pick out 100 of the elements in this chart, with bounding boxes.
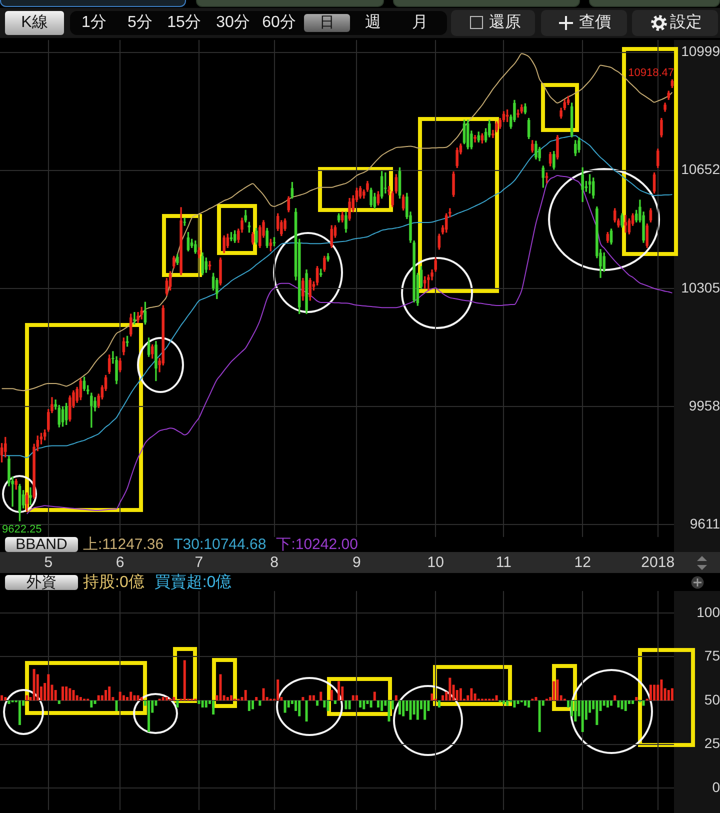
bar bbox=[316, 700, 319, 706]
bar bbox=[305, 700, 308, 722]
bar bbox=[359, 700, 362, 708]
bar bbox=[402, 700, 405, 716]
bar bbox=[176, 700, 179, 708]
y-tick-label: 0 bbox=[712, 778, 720, 795]
bar bbox=[495, 695, 498, 700]
bar bbox=[620, 700, 624, 710]
line-series bbox=[1, 135, 673, 458]
bar bbox=[398, 700, 401, 715]
bar bbox=[448, 678, 452, 700]
bar bbox=[212, 700, 215, 715]
bar bbox=[348, 700, 351, 710]
x-tick-label: 11 bbox=[496, 554, 512, 572]
bar bbox=[442, 695, 444, 700]
x-tick-label: 7 bbox=[194, 554, 204, 572]
x-tick-label: 2018 bbox=[641, 554, 675, 572]
button: 還原 bbox=[451, 10, 535, 36]
bar bbox=[506, 700, 509, 706]
bar bbox=[312, 695, 315, 700]
bar bbox=[614, 695, 616, 700]
bar bbox=[670, 688, 674, 700]
text: 下:10242.00 bbox=[276, 536, 358, 553]
bar bbox=[130, 692, 132, 700]
bar bbox=[610, 700, 613, 706]
bar bbox=[320, 692, 322, 700]
bar bbox=[226, 696, 229, 700]
button: BBAND bbox=[5, 537, 78, 552]
bar bbox=[108, 686, 111, 700]
bar bbox=[502, 700, 505, 704]
bar bbox=[230, 695, 232, 700]
bar bbox=[244, 690, 247, 700]
bar bbox=[32, 668, 36, 700]
y-tick-label: 25 bbox=[704, 735, 720, 752]
bar bbox=[133, 695, 136, 700]
bar bbox=[65, 686, 68, 700]
bar bbox=[330, 690, 333, 700]
bar bbox=[574, 700, 577, 722]
bar bbox=[18, 700, 21, 726]
bar bbox=[165, 696, 168, 700]
y-tick-label: 10999 bbox=[681, 43, 720, 60]
bar bbox=[276, 679, 280, 700]
bar bbox=[596, 700, 598, 726]
bar bbox=[632, 700, 634, 704]
bar bbox=[104, 690, 108, 700]
bar bbox=[255, 696, 258, 700]
bar bbox=[248, 700, 250, 712]
bar bbox=[298, 700, 301, 716]
annotation: 9622.25 bbox=[2, 523, 42, 536]
line-series bbox=[1, 53, 673, 392]
candlestick bbox=[474, 134, 476, 142]
bar bbox=[251, 700, 254, 710]
x-tick-label: 5 bbox=[44, 554, 53, 572]
bar bbox=[344, 700, 348, 710]
legend-label: 上:11247.36 bbox=[83, 536, 164, 553]
bar bbox=[61, 686, 64, 700]
bar bbox=[552, 681, 556, 700]
bar bbox=[172, 696, 176, 700]
bar bbox=[352, 695, 354, 700]
bar bbox=[58, 700, 60, 704]
bar bbox=[122, 695, 125, 700]
bar bbox=[653, 684, 656, 700]
bar bbox=[524, 700, 526, 706]
annotation: 持股:0億 bbox=[83, 574, 144, 591]
bar bbox=[115, 700, 118, 712]
bar bbox=[513, 700, 516, 708]
button: 設定 bbox=[632, 10, 718, 36]
bar bbox=[79, 696, 82, 700]
bar bbox=[667, 690, 670, 700]
bar bbox=[516, 700, 520, 704]
bar bbox=[204, 700, 208, 708]
y-tick-label: 10652 bbox=[681, 161, 720, 178]
bar bbox=[4, 696, 7, 700]
y-tick-label: 100 bbox=[696, 604, 720, 620]
y-tick-label: 9611 bbox=[690, 516, 720, 532]
bar bbox=[635, 696, 638, 700]
bar bbox=[538, 700, 541, 732]
bar bbox=[198, 700, 200, 704]
bar bbox=[26, 695, 28, 700]
bar bbox=[262, 688, 265, 700]
bar bbox=[8, 700, 10, 704]
bar bbox=[394, 695, 398, 700]
y-tick-label: 9958 bbox=[688, 397, 720, 414]
bar bbox=[302, 696, 304, 700]
annotation: 10918.47 bbox=[628, 67, 674, 80]
bar bbox=[162, 696, 164, 700]
annotation: 買賣超:0億 bbox=[154, 574, 232, 591]
bar bbox=[409, 700, 412, 720]
bar bbox=[617, 700, 620, 708]
bar bbox=[380, 700, 384, 712]
bar bbox=[94, 700, 96, 704]
bar bbox=[438, 700, 440, 708]
bar bbox=[528, 700, 530, 708]
bar bbox=[72, 690, 75, 700]
bar bbox=[308, 695, 312, 700]
bar bbox=[97, 695, 100, 700]
text: T30:10744.68 bbox=[174, 536, 266, 553]
x-tick-label: 8 bbox=[270, 554, 278, 572]
bar bbox=[362, 700, 366, 710]
candlestick bbox=[29, 487, 32, 505]
